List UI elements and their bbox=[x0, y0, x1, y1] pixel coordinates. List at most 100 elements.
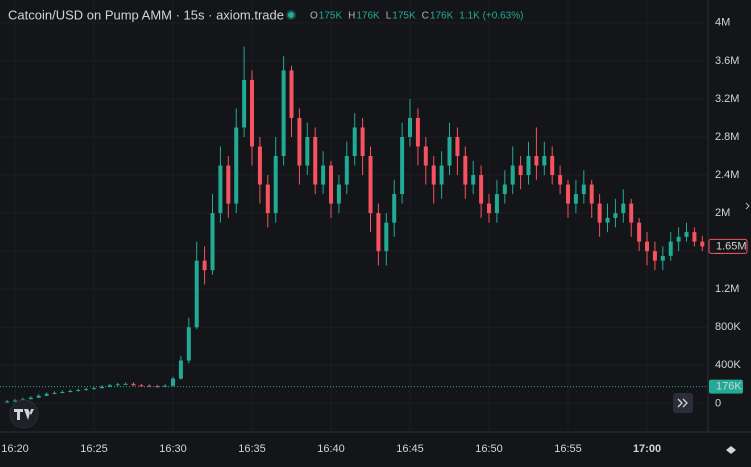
y-tick-label: 1.2M bbox=[715, 283, 739, 295]
candle-body bbox=[344, 156, 349, 185]
candle-body bbox=[250, 79, 255, 147]
plot bbox=[0, 46, 708, 403]
candle-body bbox=[676, 236, 681, 242]
candle-body bbox=[518, 165, 523, 176]
candle-body bbox=[273, 156, 278, 214]
candle-body bbox=[566, 184, 571, 204]
candle-body bbox=[60, 391, 65, 393]
candle-body bbox=[76, 390, 81, 392]
candle-body bbox=[265, 184, 270, 214]
candle-body bbox=[510, 165, 515, 185]
candle-body bbox=[431, 165, 436, 185]
candle-body bbox=[613, 213, 618, 218]
candle-body bbox=[171, 378, 176, 386]
grid bbox=[0, 0, 708, 430]
price-tag-label: 176K bbox=[716, 381, 742, 393]
candle-body bbox=[186, 327, 191, 361]
candle-body bbox=[542, 156, 547, 166]
candle-body bbox=[218, 165, 223, 214]
candle-body bbox=[44, 393, 49, 396]
candle-body bbox=[668, 241, 673, 256]
candle-body bbox=[526, 156, 531, 176]
ohlc-label: C bbox=[422, 11, 429, 22]
candle-body bbox=[352, 127, 357, 157]
candle-body bbox=[550, 156, 555, 176]
candle-body bbox=[147, 385, 152, 387]
candle-body bbox=[68, 390, 73, 392]
candle-body bbox=[463, 156, 468, 185]
y-tick-label: 0 bbox=[715, 397, 721, 409]
candle-body bbox=[455, 136, 460, 157]
y-tick-label: 3.6M bbox=[715, 55, 739, 67]
scroll-button-bg[interactable] bbox=[673, 393, 693, 413]
y-tick-label: 2.8M bbox=[715, 131, 739, 143]
candle-body bbox=[652, 251, 657, 261]
candle-body bbox=[502, 184, 507, 195]
candle-body bbox=[392, 194, 397, 223]
y-tick-label: 2M bbox=[715, 207, 730, 219]
x-tick-label: 16:30 bbox=[159, 443, 187, 455]
status-dot bbox=[288, 12, 294, 18]
change: 1.1K (+0.63%) bbox=[459, 11, 523, 22]
candle-body bbox=[597, 203, 602, 223]
candle-body bbox=[123, 383, 128, 385]
candle-body bbox=[281, 70, 286, 157]
settings-icon[interactable] bbox=[726, 446, 736, 454]
candle-body bbox=[139, 385, 144, 387]
axis-expand-icon[interactable] bbox=[745, 202, 750, 210]
candle-body bbox=[447, 136, 452, 166]
candle-body bbox=[84, 389, 89, 391]
candle-body bbox=[99, 386, 104, 389]
candle-body bbox=[226, 165, 231, 204]
ohlc-label: L bbox=[386, 11, 392, 22]
ohlc-label: O bbox=[310, 11, 318, 22]
candle-body bbox=[360, 127, 365, 157]
x-tick-label: 16:45 bbox=[396, 443, 424, 455]
candle-body bbox=[297, 117, 302, 166]
candle-body bbox=[637, 222, 642, 242]
x-tick-label: 16:50 bbox=[475, 443, 503, 455]
candle-body bbox=[384, 222, 389, 252]
logo bbox=[9, 399, 39, 429]
candle-body bbox=[660, 255, 665, 261]
y-tick-label: 2.4M bbox=[715, 169, 739, 181]
candle-body bbox=[589, 184, 594, 204]
scroll-icon bbox=[677, 398, 688, 408]
candle-body bbox=[257, 146, 262, 185]
x-tick-label: 16:40 bbox=[317, 443, 345, 455]
ohlc-label: H bbox=[348, 11, 355, 22]
candle-body bbox=[487, 203, 492, 214]
candle-body bbox=[573, 194, 578, 204]
candle-body bbox=[645, 241, 650, 252]
candle-body bbox=[202, 260, 207, 271]
x-tick-label: 16:25 bbox=[80, 443, 108, 455]
candle-body bbox=[5, 401, 10, 403]
candle-body bbox=[210, 213, 215, 271]
y-tick-label: 400K bbox=[715, 359, 741, 371]
candle-body bbox=[684, 232, 689, 237]
candle-body bbox=[289, 70, 294, 118]
candle-body bbox=[494, 194, 499, 214]
price-tag bbox=[708, 238, 748, 254]
logo-mark bbox=[14, 409, 34, 420]
candle-body bbox=[92, 388, 97, 390]
ohlc-legend: O 175K H 176K L 175K C 176K bbox=[310, 11, 454, 22]
candle-body bbox=[423, 146, 428, 166]
ohlc-value: 175K bbox=[319, 11, 343, 22]
candle-body bbox=[692, 232, 697, 242]
candle-body bbox=[305, 136, 310, 166]
candle-body bbox=[313, 136, 318, 185]
candle-body bbox=[194, 260, 199, 328]
candle-body bbox=[534, 156, 539, 166]
price-tag-label: 1.65M bbox=[716, 240, 747, 252]
candle-body bbox=[242, 79, 247, 128]
scroll-button[interactable] bbox=[673, 393, 693, 413]
candle-body bbox=[629, 203, 634, 223]
y-tick-label: 3.2M bbox=[715, 93, 739, 105]
candle-body bbox=[415, 117, 420, 147]
candle-body bbox=[336, 184, 341, 204]
x-tick-label: 16:55 bbox=[554, 443, 582, 455]
x-tick-label: 16:35 bbox=[238, 443, 266, 455]
ohlc-value: 176K bbox=[430, 11, 454, 22]
